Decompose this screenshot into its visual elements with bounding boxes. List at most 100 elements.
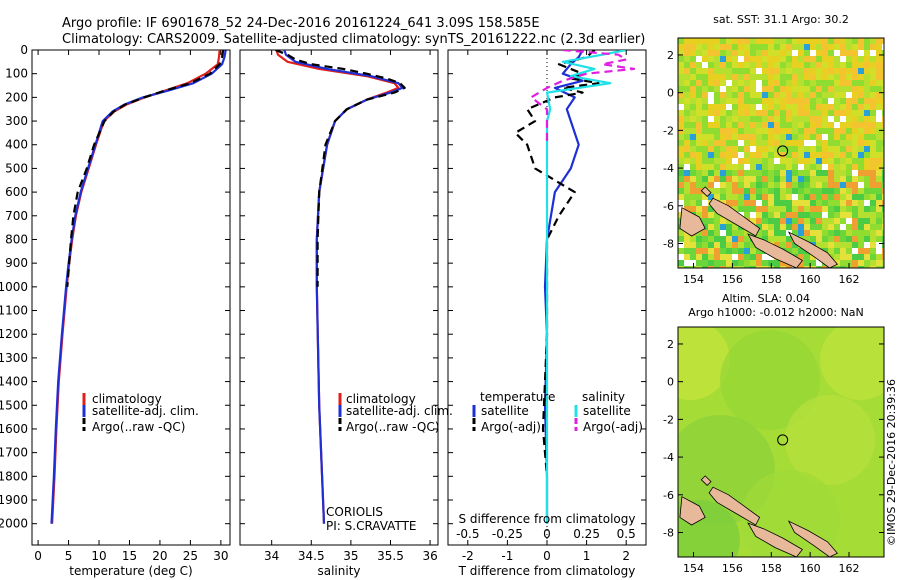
sst-cell xyxy=(858,152,864,158)
sla-blob xyxy=(720,330,820,430)
sst-cell xyxy=(696,200,702,206)
sst-cell xyxy=(738,260,744,266)
sst-cell xyxy=(708,236,714,242)
sst-cell xyxy=(852,194,858,200)
sst-cell xyxy=(738,50,744,56)
sst-cell xyxy=(858,74,864,80)
sst-cell xyxy=(756,134,762,140)
sst-cell xyxy=(744,164,750,170)
sst-cell xyxy=(684,182,690,188)
sst-cell xyxy=(792,44,798,50)
sst-cell xyxy=(870,146,876,152)
sst-cell xyxy=(792,122,798,128)
sst-cell xyxy=(708,212,714,218)
imos-timestamp: ©IMOS 29-Dec-2016 20:39:36 xyxy=(885,379,898,546)
sst-cell xyxy=(756,104,762,110)
sst-cell xyxy=(864,92,870,98)
sst-cell xyxy=(858,170,864,176)
sst-cell xyxy=(714,80,720,86)
sst-cell xyxy=(804,176,810,182)
sst-cell xyxy=(786,200,792,206)
sst-cell xyxy=(798,86,804,92)
sst-cell xyxy=(792,86,798,92)
sst-cell xyxy=(744,170,750,176)
sst-cell xyxy=(810,236,816,242)
sst-cell xyxy=(876,170,882,176)
sst-cell xyxy=(822,266,828,268)
sst-cell xyxy=(864,194,870,200)
sst-cell xyxy=(834,128,840,134)
sst-cell xyxy=(804,104,810,110)
sst-cell xyxy=(708,176,714,182)
sst-cell xyxy=(840,80,846,86)
map-y-tick-label: -2 xyxy=(663,413,674,426)
sst-cell xyxy=(792,230,798,236)
depth-tick-label: 1700 xyxy=(0,446,28,460)
sst-cell xyxy=(852,116,858,122)
sst-cell xyxy=(864,110,870,116)
sst-cell xyxy=(822,152,828,158)
sst-cell xyxy=(864,128,870,134)
sst-cell xyxy=(744,92,750,98)
sst-cell xyxy=(744,98,750,104)
sst-cell xyxy=(792,128,798,134)
sst-cell xyxy=(882,176,884,182)
sst-cell xyxy=(738,164,744,170)
sst-cell xyxy=(678,110,684,116)
sst-cell xyxy=(810,92,816,98)
sst-cell xyxy=(864,62,870,68)
sst-cell xyxy=(690,206,696,212)
sst-cell xyxy=(810,128,816,134)
sst-cell xyxy=(768,86,774,92)
sst-cell xyxy=(690,200,696,206)
sst-cell xyxy=(720,56,726,62)
sst-cell xyxy=(834,104,840,110)
sst-cell xyxy=(750,140,756,146)
sst-cell xyxy=(708,224,714,230)
sst-cell xyxy=(858,50,864,56)
sst-cell xyxy=(804,50,810,56)
sst-cell xyxy=(870,134,876,140)
legend-s-satellite: satellite xyxy=(583,404,631,418)
sst-cell xyxy=(864,260,870,266)
sst-cell xyxy=(828,218,834,224)
sst-cell xyxy=(714,128,720,134)
sst-cell xyxy=(822,242,828,248)
sst-cell xyxy=(786,152,792,158)
sst-cell xyxy=(870,242,876,248)
sst-cell xyxy=(738,80,744,86)
x-tick-label: 30 xyxy=(213,549,228,563)
sst-cell xyxy=(762,236,768,242)
sst-cell xyxy=(744,236,750,242)
sst-cell xyxy=(744,176,750,182)
island-shape xyxy=(787,520,839,557)
sst-cell xyxy=(876,44,882,50)
sst-cell xyxy=(834,242,840,248)
sst-cell xyxy=(762,182,768,188)
sst-cell xyxy=(858,92,864,98)
sst-cell xyxy=(738,56,744,62)
sst-cell xyxy=(870,74,876,80)
sst-cell xyxy=(750,56,756,62)
sst-cell xyxy=(792,146,798,152)
sst-cell xyxy=(816,98,822,104)
sst-cell xyxy=(720,236,726,242)
sst-cell xyxy=(690,80,696,86)
sst-cell xyxy=(780,152,786,158)
sst-cell xyxy=(726,158,732,164)
sst-cell xyxy=(732,50,738,56)
sst-cell xyxy=(696,188,702,194)
sst-cell xyxy=(720,254,726,260)
sst-cell xyxy=(840,230,846,236)
x-tick-label: 15 xyxy=(122,549,137,563)
sst-cell xyxy=(732,116,738,122)
sst-cell xyxy=(726,254,732,260)
sst-cell xyxy=(732,38,738,44)
sst-cell xyxy=(846,230,852,236)
sst-cell xyxy=(792,56,798,62)
sst-cell xyxy=(768,254,774,260)
sst-cell xyxy=(792,182,798,188)
sst-cell xyxy=(786,104,792,110)
sst-cell xyxy=(732,98,738,104)
sst-cell xyxy=(834,182,840,188)
